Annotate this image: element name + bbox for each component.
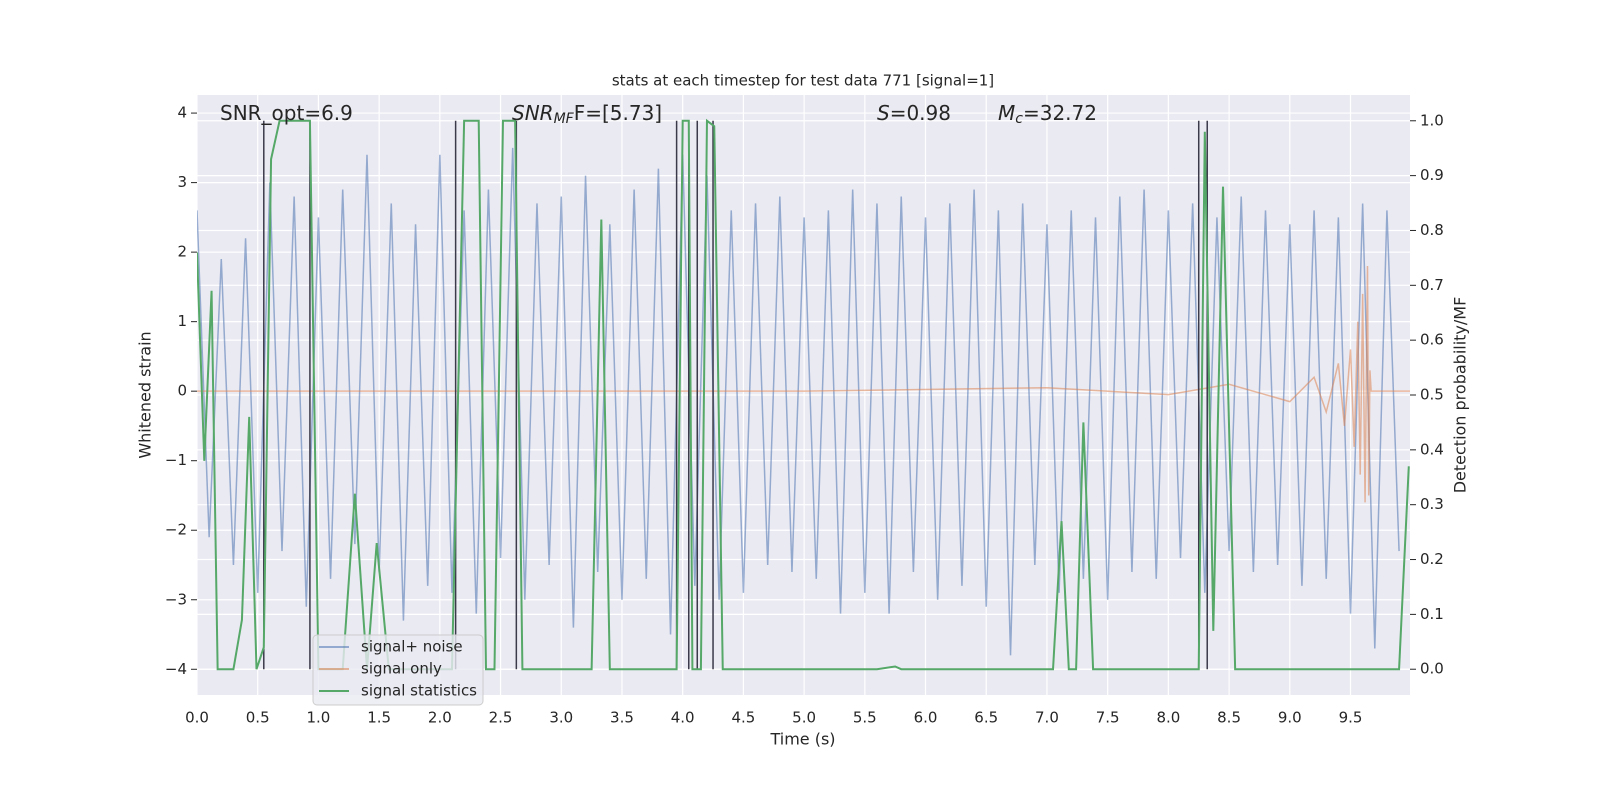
x-tick-label: 5.0 <box>792 709 816 727</box>
y2-tick-label: 0.4 <box>1420 440 1444 458</box>
annotation-part: F=[5.73] <box>574 101 662 125</box>
y-tick-label: −2 <box>165 521 187 539</box>
x-tick-label: 5.5 <box>853 709 877 727</box>
x-tick-label: 0.5 <box>246 709 270 727</box>
series-line <box>197 118 1410 671</box>
x-tick-label: 3.5 <box>610 709 634 727</box>
y2-tick-label: 0.3 <box>1420 495 1444 513</box>
y2-axis-label: Detection probability/MF <box>1451 297 1470 494</box>
y-tick-label: −3 <box>165 590 187 608</box>
x-tick-label: 4.0 <box>671 709 695 727</box>
annotation-part: =32.72 <box>1023 101 1097 125</box>
y2-tick-label: 0.2 <box>1420 550 1444 568</box>
legend: signal+ noise signal only signal statistic… <box>312 634 484 706</box>
y2-tick-label: 1.0 <box>1420 111 1444 129</box>
x-tick-label: 6.0 <box>914 709 938 727</box>
x-tick-label: 0.0 <box>185 709 209 727</box>
y-tick-label: 1 <box>177 312 187 330</box>
series-line <box>197 266 1410 503</box>
x-tick-label: 8.0 <box>1156 709 1180 727</box>
y-tick-label: 0 <box>177 382 187 400</box>
y2-tick-label: 0.6 <box>1420 331 1444 349</box>
annotation: S=0.98 <box>877 101 951 125</box>
annotation-part: =0.98 <box>890 101 951 125</box>
annotation-part: c <box>1015 111 1023 127</box>
x-tick-label: 1.0 <box>306 709 330 727</box>
x-tick-label: 8.5 <box>1217 709 1241 727</box>
x-tick-label: 1.5 <box>367 709 391 727</box>
legend-label: signal only <box>361 660 442 678</box>
chart-title: stats at each timestep for test data 771… <box>612 72 994 90</box>
x-tick-label: 2.0 <box>428 709 452 727</box>
annotation: SNRMFF=[5.73] <box>512 101 662 128</box>
y2-tick-label: 0.7 <box>1420 276 1444 294</box>
y-tick-label: 2 <box>177 243 187 261</box>
x-tick-label: 2.5 <box>489 709 513 727</box>
x-tick-label: 3.0 <box>549 709 573 727</box>
annotation-part: S <box>877 101 890 125</box>
y-tick-label: 4 <box>177 104 187 122</box>
y2-tick-label: 0.0 <box>1420 660 1444 678</box>
y2-tick-label: 0.5 <box>1420 386 1444 404</box>
annotation: SNR_opt=6.9 <box>220 101 353 125</box>
legend-label: signal+ noise <box>361 638 463 656</box>
annotation: Mc=32.72 <box>998 101 1097 128</box>
x-tick-label: 4.5 <box>731 709 755 727</box>
legend-box <box>312 634 484 706</box>
annotation-part: MF <box>554 111 575 127</box>
y-tick-label: −1 <box>165 451 187 469</box>
y2-tick-label: 0.1 <box>1420 605 1444 623</box>
x-axis-label: Time (s) <box>769 730 835 749</box>
x-tick-label: 6.5 <box>974 709 998 727</box>
y-axis-label: Whitened strain <box>136 331 155 458</box>
y2-tick-label: 0.9 <box>1420 166 1444 184</box>
annotation-part: M <box>998 101 1015 125</box>
x-tick-label: 9.0 <box>1278 709 1302 727</box>
annotation-part: SNR_opt=6.9 <box>220 101 353 125</box>
y-tick-label: 3 <box>177 173 187 191</box>
y-tick-label: −4 <box>165 660 187 678</box>
x-tick-label: 9.5 <box>1339 709 1363 727</box>
annotation-part: SNR <box>512 101 554 125</box>
x-tick-label: 7.5 <box>1096 709 1120 727</box>
y2-tick-label: 0.8 <box>1420 221 1444 239</box>
x-tick-label: 7.0 <box>1035 709 1059 727</box>
legend-label: signal statistics <box>361 682 477 700</box>
